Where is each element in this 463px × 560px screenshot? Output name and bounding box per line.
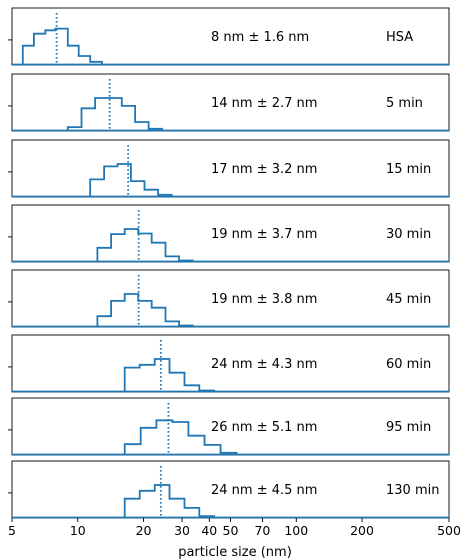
panel-1: 8 nm ± 1.6 nm HSA — [8, 7, 450, 66]
stat-label: 19 nm ± 3.8 nm — [211, 292, 317, 307]
panel-6: 24 nm ± 4.3 nm 60 min — [8, 334, 450, 393]
histogram-step — [66, 97, 163, 131]
histogram-step — [96, 293, 194, 327]
stat-label: 17 nm ± 3.2 nm — [211, 162, 317, 177]
time-label: 30 min — [386, 227, 431, 242]
stat-label: 19 nm ± 3.7 nm — [211, 227, 317, 242]
x-tick-label: 40 — [201, 523, 217, 538]
x-tick-label: 70 — [254, 523, 270, 538]
panel-2: 14 nm ± 2.7 nm 5 min — [8, 73, 450, 132]
time-label: 95 min — [386, 420, 431, 435]
time-label: 130 min — [386, 483, 439, 498]
time-label: 60 min — [386, 357, 431, 372]
x-axis: 5 10 20 30 40 50 70 100 200 500 — [8, 518, 461, 538]
panel-8: 24 nm ± 4.5 nm 130 min — [8, 460, 450, 519]
panel-5: 19 nm ± 3.8 nm 45 min — [8, 269, 450, 328]
stat-label: 26 nm ± 5.1 nm — [211, 420, 317, 435]
histogram-step — [123, 358, 216, 392]
panel-4: 19 nm ± 3.7 nm 30 min — [8, 204, 450, 263]
stat-label: 24 nm ± 4.5 nm — [211, 483, 317, 498]
time-label: 5 min — [386, 96, 423, 111]
x-tick-label: 20 — [136, 523, 152, 538]
x-tick-label: 10 — [70, 523, 86, 538]
panel-3: 17 nm ± 3.2 nm 15 min — [8, 139, 450, 198]
x-tick-label: 200 — [350, 523, 374, 538]
stat-label: 14 nm ± 2.7 nm — [211, 96, 317, 111]
histogram-step — [89, 163, 173, 197]
histogram-step — [96, 228, 194, 262]
stat-label: 8 nm ± 1.6 nm — [211, 30, 309, 45]
time-label: 15 min — [386, 162, 431, 177]
x-tick-label: 5 — [8, 523, 16, 538]
histogram-step — [123, 484, 216, 518]
histogram-step — [123, 419, 238, 455]
x-tick-label: 50 — [223, 523, 239, 538]
time-label: HSA — [386, 30, 413, 45]
histogram-step — [21, 27, 103, 65]
time-label: 45 min — [386, 292, 431, 307]
stat-label: 24 nm ± 4.3 nm — [211, 357, 317, 372]
panel-7: 26 nm ± 5.1 nm 95 min — [8, 397, 450, 456]
x-tick-label: 500 — [437, 523, 461, 538]
x-tick-label: 100 — [284, 523, 308, 538]
x-tick-label: 30 — [174, 523, 190, 538]
x-axis-label: particle size (nm) — [178, 545, 292, 560]
panels-group: 8 nm ± 1.6 nm HSA 14 nm ± 2.7 nm 5 min 17 nm… — [8, 7, 450, 519]
